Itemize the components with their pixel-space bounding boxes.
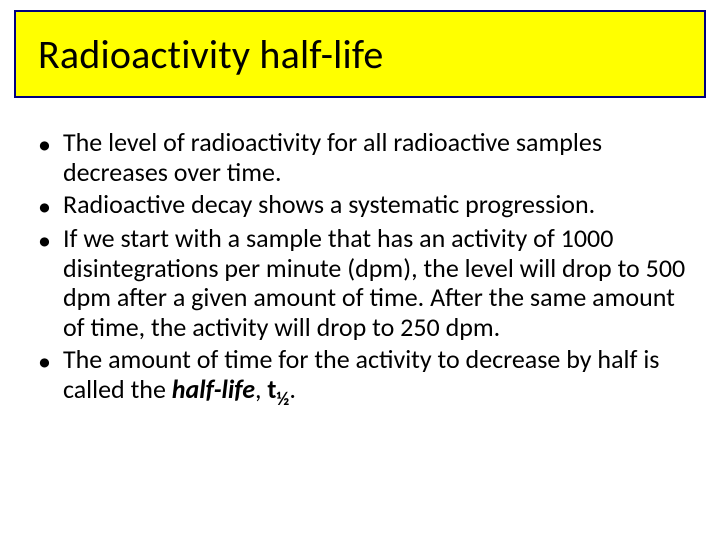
bullet-text-plain: The amount of time for the activity to d…: [63, 343, 660, 405]
bullet-text: If we start with a sample that has an ac…: [63, 224, 686, 344]
bullet-item: • Radioactive decay shows a systematic p…: [38, 190, 686, 222]
bullet-item: • The amount of time for the activity to…: [38, 345, 686, 410]
slide: Radioactivity half-life • The level of r…: [0, 0, 720, 540]
bullet-item: • If we start with a sample that has an …: [38, 224, 686, 344]
bullet-dot: •: [38, 130, 51, 160]
bullet-text: The level of radioactivity for all radio…: [63, 128, 686, 188]
symbol-half: ½: [276, 388, 289, 411]
title-box: Radioactivity half-life: [14, 10, 706, 98]
bullet-text: Radioactive decay shows a systematic pro…: [63, 190, 595, 220]
slide-title: Radioactivity half-life: [38, 30, 383, 79]
bullet-text: The amount of time for the activity to d…: [63, 345, 686, 410]
bullet-dot: •: [38, 192, 51, 222]
half-life-term: half-life: [172, 373, 255, 405]
period: .: [289, 373, 296, 405]
slide-body: • The level of radioactivity for all rad…: [38, 128, 686, 412]
bullet-dot: •: [38, 226, 51, 256]
separator: ,: [255, 373, 267, 405]
bullet-dot: •: [38, 347, 51, 377]
bullet-item: • The level of radioactivity for all rad…: [38, 128, 686, 188]
